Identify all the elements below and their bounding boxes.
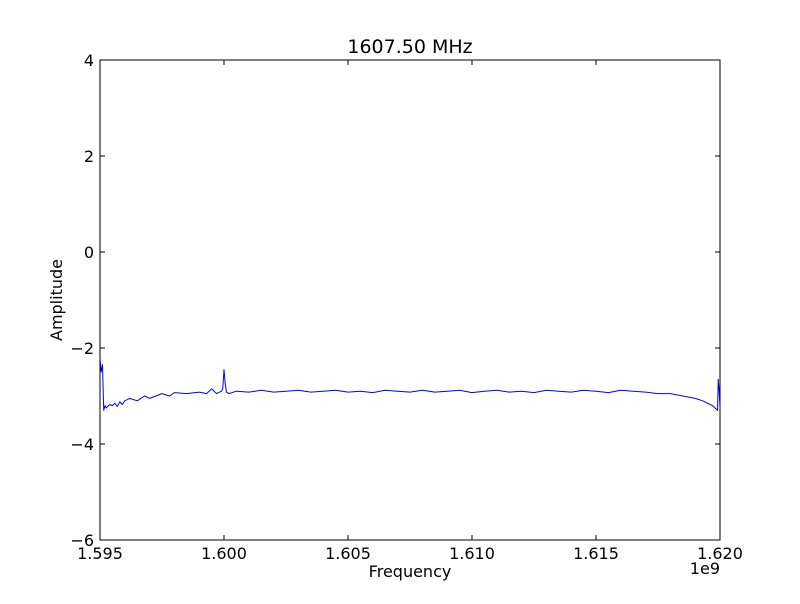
series-line (99, 357, 721, 411)
x-tick-label: 1.615 (573, 544, 619, 563)
y-tick-label: 0 (84, 243, 94, 262)
x-tick-label: 1.610 (449, 544, 495, 563)
x-axis-offset-text: 1e9 (690, 559, 720, 578)
x-tick-label: 1.600 (201, 544, 247, 563)
y-tick-label: −6 (70, 531, 94, 550)
x-tick-label: 1.620 (697, 544, 743, 563)
chart-title: 1607.50 MHz (347, 36, 472, 58)
x-axis-label: Frequency (369, 562, 452, 581)
y-tick-label: 2 (84, 147, 94, 166)
x-tick-label: 1.595 (77, 544, 123, 563)
y-axis-label: Amplitude (47, 259, 66, 341)
tick-layer: 1.595 1.600 1.605 1.610 1.615 1.620 −6 −4 −2 0 2 4 (70, 51, 743, 563)
series-layer (99, 357, 721, 411)
axes-frame (99, 59, 721, 541)
x-tick-label: 1.605 (325, 544, 371, 563)
plot-area: 1.595 1.600 1.605 1.610 1.615 1.620 −6 −4 −2 0 2 4 (70, 51, 743, 563)
y-tick-label: −4 (70, 435, 94, 454)
y-tick-label: −2 (70, 339, 94, 358)
y-tick-label: 4 (84, 51, 94, 70)
